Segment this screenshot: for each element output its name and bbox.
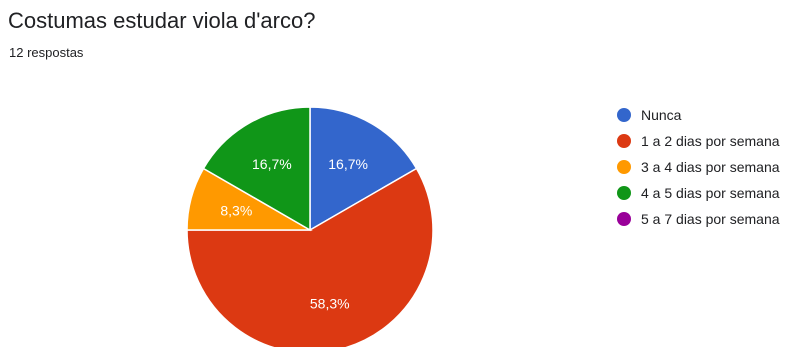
legend-label: 5 a 7 dias por semana <box>641 211 780 227</box>
response-count: 12 respostas <box>9 45 84 60</box>
legend-color-dot <box>617 160 631 174</box>
legend-item-2[interactable]: 1 a 2 dias por semana <box>617 128 780 154</box>
legend-label: 3 a 4 dias por semana <box>641 159 780 175</box>
pie-slice-2[interactable] <box>186 167 434 347</box>
chart-legend: Nunca 1 a 2 dias por semana 3 a 4 dias por… <box>617 102 780 232</box>
legend-item-4[interactable]: 4 a 5 dias por semana <box>617 180 780 206</box>
pie-slice-4[interactable] <box>202 106 311 232</box>
legend-label: Nunca <box>641 107 682 123</box>
pie-slice-1[interactable] <box>309 106 418 232</box>
legend-color-dot <box>617 108 631 122</box>
legend-label: 1 a 2 dias por semana <box>641 133 780 149</box>
legend-item-3[interactable]: 3 a 4 dias por semana <box>617 154 780 180</box>
legend-label: 4 a 5 dias por semana <box>641 185 780 201</box>
legend-item-5[interactable]: 5 a 7 dias por semana <box>617 206 780 232</box>
chart-title: Costumas estudar viola d'arco? <box>8 8 316 33</box>
legend-color-dot <box>617 134 631 148</box>
slice-label-2: 58,3% <box>310 296 350 312</box>
legend-color-dot <box>617 186 631 200</box>
legend-item-1[interactable]: Nunca <box>617 102 780 128</box>
legend-color-dot <box>617 212 631 226</box>
slice-label-4: 16,7% <box>252 156 292 172</box>
slice-label-1: 16,7% <box>328 156 368 172</box>
slice-label-3: 8,3% <box>220 202 252 218</box>
